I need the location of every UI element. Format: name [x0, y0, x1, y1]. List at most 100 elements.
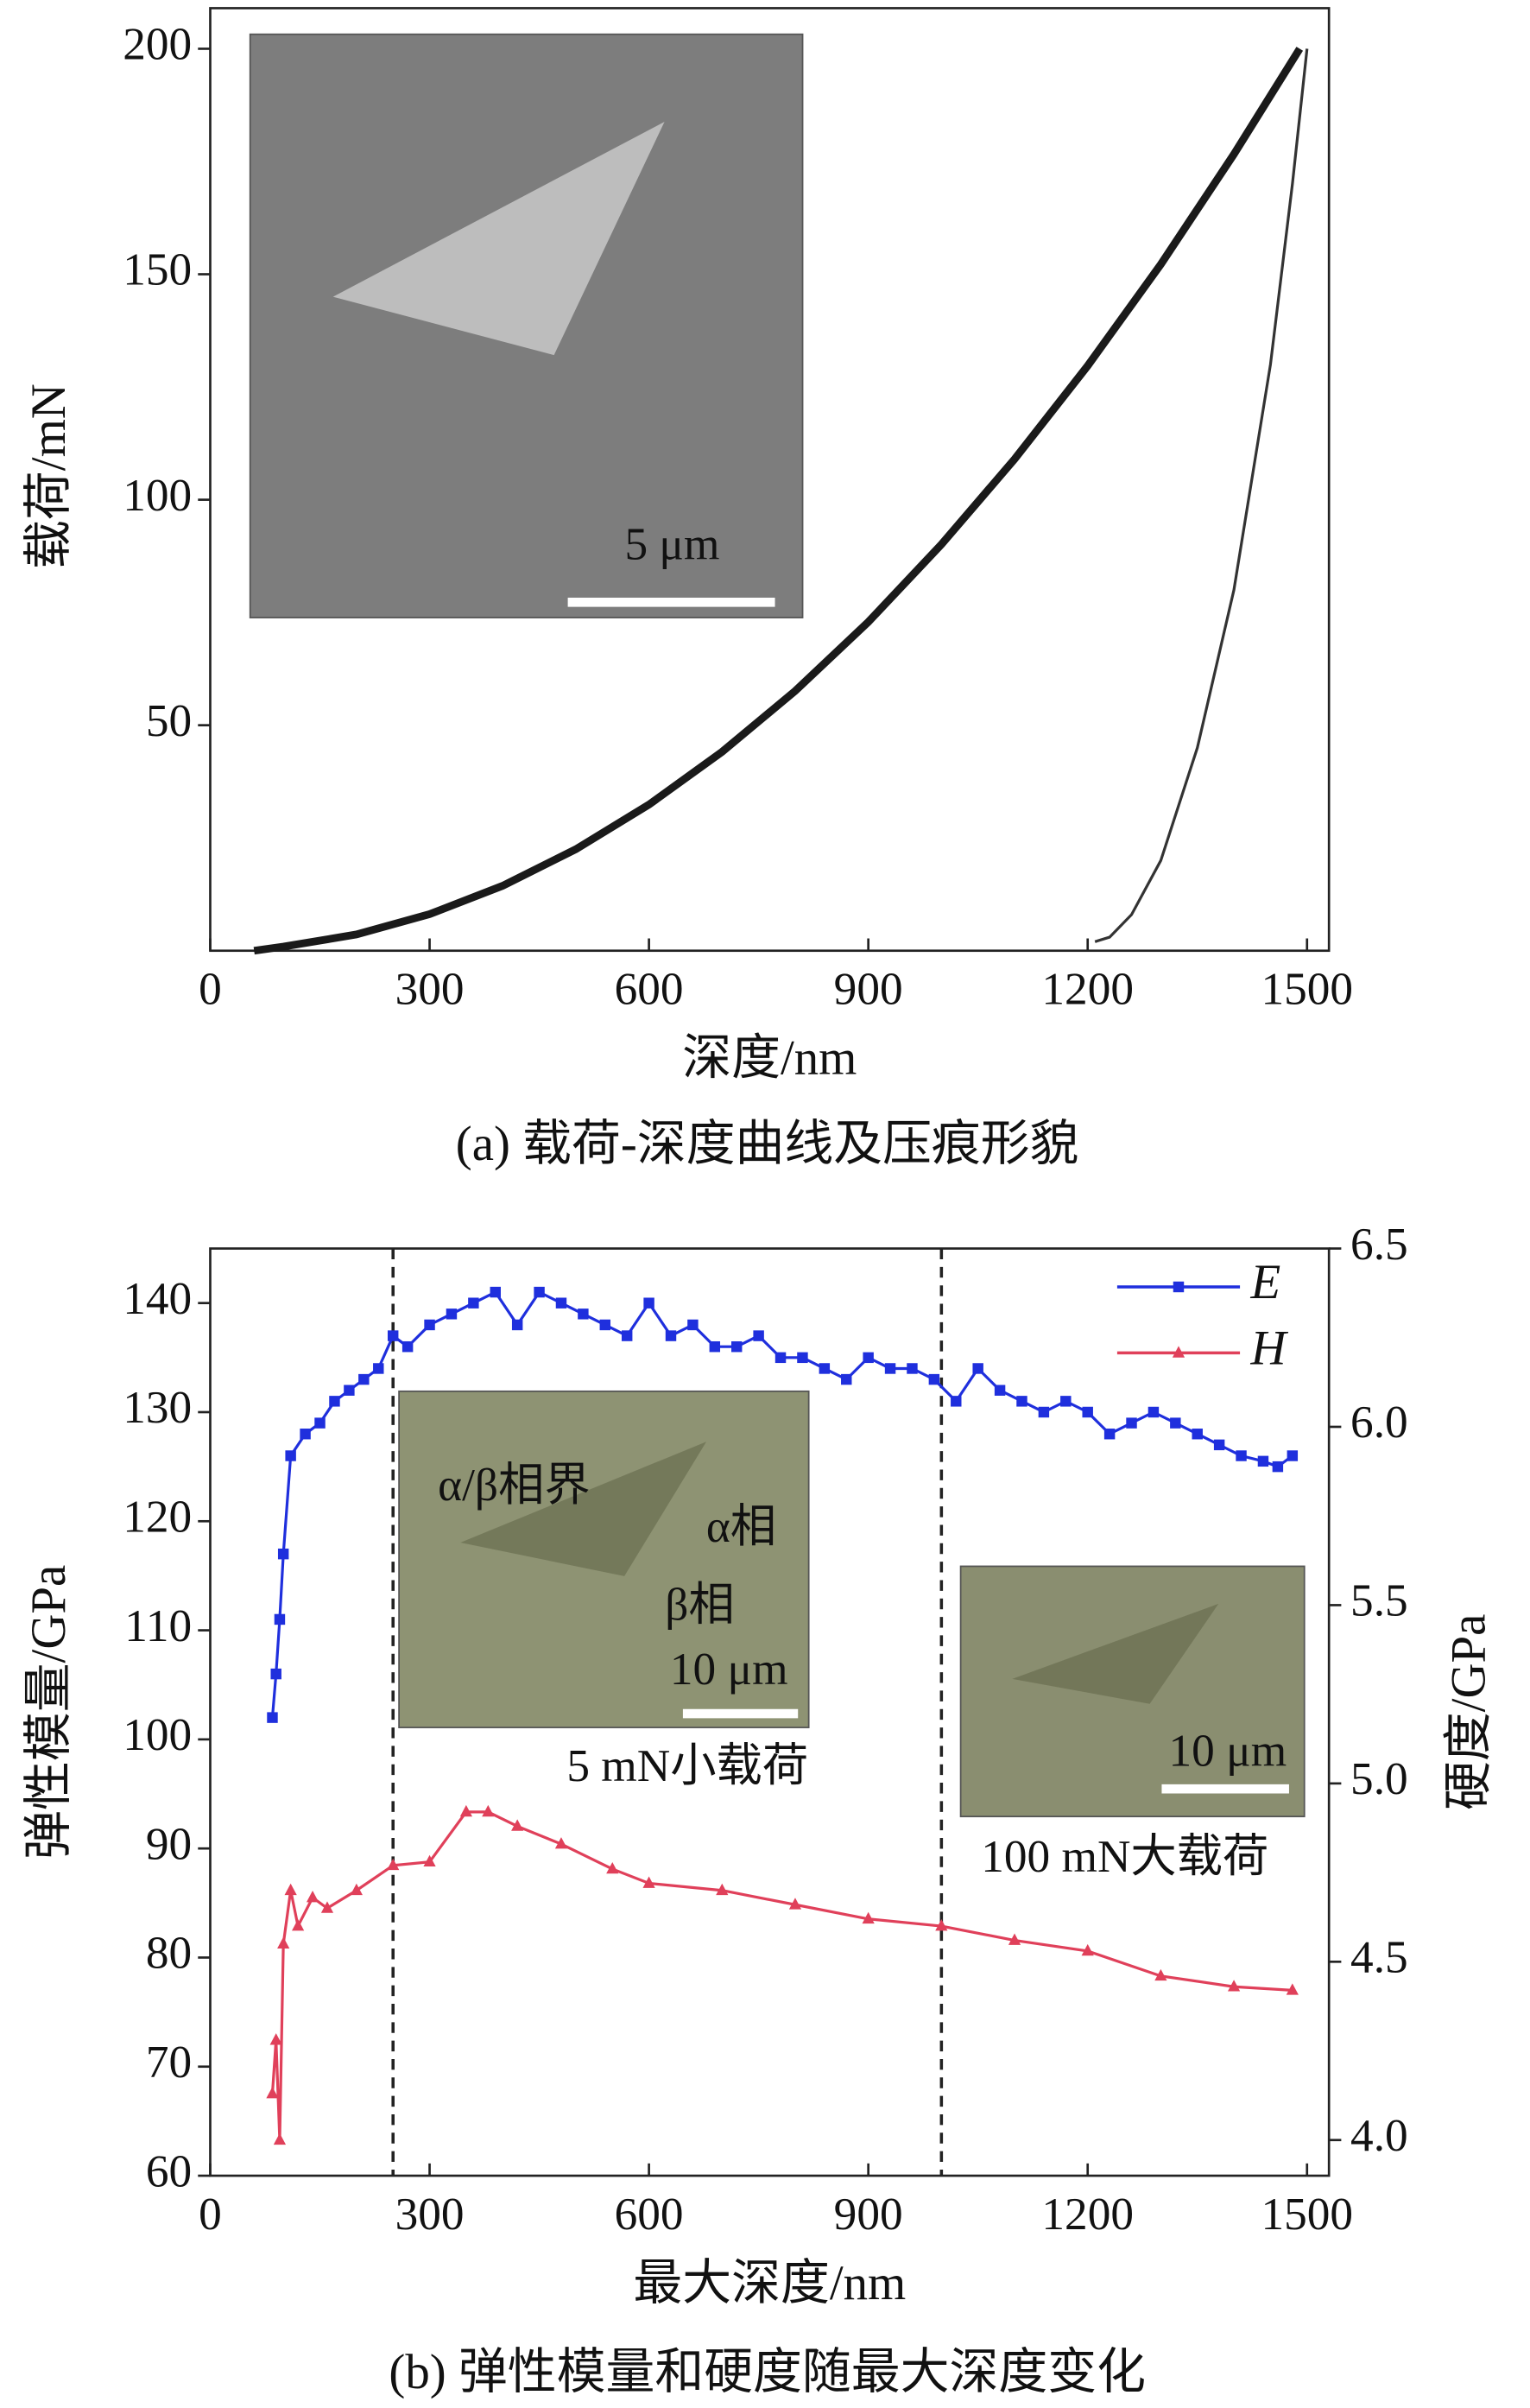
series-line [270, 1810, 1293, 2140]
data-point [459, 1804, 473, 1817]
x-tick-label: 900 [834, 963, 903, 1015]
data-point [468, 1297, 479, 1309]
data-point [1192, 1429, 1203, 1440]
caption: (b) 弹性模量和硬度随最大深度变化 [389, 2345, 1146, 2399]
data-point [1038, 1406, 1050, 1418]
data-point [951, 1396, 962, 1407]
data-point [358, 1373, 370, 1385]
x-tick-label: 300 [395, 963, 465, 1015]
legend-marker [1172, 1346, 1185, 1358]
y-tick-label: 90 [146, 1817, 192, 1869]
y-tick-label: 130 [123, 1381, 192, 1433]
data-point [344, 1385, 355, 1396]
data-point [300, 1429, 311, 1440]
data-point [1170, 1417, 1181, 1429]
legend-label: E [1250, 1255, 1281, 1309]
y2-tick-label: 6.0 [1350, 1396, 1408, 1448]
x-tick-label: 600 [615, 2188, 684, 2240]
data-point [907, 1363, 918, 1374]
data-point [599, 1319, 611, 1331]
y2-tick-label: 5.5 [1350, 1575, 1408, 1626]
data-point [788, 1898, 802, 1910]
legend-marker [1173, 1281, 1185, 1293]
data-point [266, 2087, 279, 2099]
x-tick-label: 1500 [1261, 963, 1353, 1015]
data-point [687, 1319, 699, 1331]
y-tick-label: 60 [146, 2145, 192, 2196]
annotation: α相 [706, 1500, 776, 1552]
data-point [606, 1861, 619, 1874]
inset-texture [460, 1442, 707, 1576]
x-tick-label: 1200 [1041, 963, 1134, 1015]
data-point [643, 1297, 654, 1309]
data-point [401, 1340, 414, 1353]
data-point [387, 1858, 400, 1871]
plot-frame [209, 1247, 1331, 2177]
data-point [373, 1363, 384, 1374]
x-tick-label: 1200 [1041, 2188, 1134, 2240]
y-tick-label: 120 [123, 1491, 192, 1543]
x-axis-label: 最大深度/nm [633, 2256, 906, 2310]
y-tick-label: 100 [123, 1708, 192, 1760]
data-point [1016, 1396, 1027, 1407]
y2-axis-label: 硬度/GPa [1441, 1614, 1495, 1810]
data-point [1286, 1983, 1299, 1995]
data-point [935, 1919, 948, 1931]
data-point [578, 1309, 589, 1320]
data-point [774, 1352, 787, 1364]
data-point [862, 1911, 875, 1924]
y-tick-label: 110 [124, 1600, 192, 1651]
data-point [490, 1286, 501, 1298]
data-point [716, 1883, 729, 1896]
data-point [884, 1363, 896, 1374]
y-tick-label: 140 [123, 1272, 192, 1324]
data-point [1008, 1933, 1021, 1945]
data-point [482, 1804, 495, 1817]
x-axis-label: 深度/nm [682, 1031, 857, 1086]
data-point [270, 1668, 281, 1680]
x-tick-label: 0 [199, 2188, 222, 2240]
data-point [1103, 1429, 1116, 1440]
x-tick-label: 300 [395, 2188, 465, 2240]
y2-tick-label: 4.5 [1350, 1931, 1408, 1983]
data-point [709, 1340, 721, 1353]
data-point [274, 1613, 286, 1625]
data-point [642, 1876, 655, 1888]
inset-texture [332, 121, 665, 356]
x-tick-label: 900 [834, 2188, 903, 2240]
data-point [1148, 1406, 1160, 1418]
data-point [863, 1352, 874, 1364]
data-point [753, 1330, 764, 1341]
data-point [1154, 1968, 1167, 1981]
x-tick-label: 1500 [1261, 2188, 1353, 2240]
series-line [1094, 48, 1309, 943]
data-point [314, 1417, 326, 1429]
data-point [284, 1883, 297, 1896]
data-point [994, 1385, 1006, 1396]
y-axis-label: 载荷/mN [22, 383, 76, 569]
data-point [1257, 1455, 1269, 1467]
data-point [555, 1297, 567, 1309]
annotation: β相 [665, 1578, 734, 1630]
annotation: 100 mN大载荷 [981, 1830, 1268, 1882]
y-tick-label: 150 [123, 244, 192, 295]
x-tick-label: 600 [615, 963, 684, 1015]
caption: (a) 载荷-深度曲线及压痕形貌 [456, 1117, 1079, 1171]
data-point [621, 1330, 633, 1341]
data-point [1213, 1439, 1225, 1451]
data-point [267, 1712, 278, 1723]
data-point [1126, 1417, 1137, 1429]
data-point [797, 1352, 808, 1364]
data-point [387, 1330, 399, 1341]
annotation: α/β相界 [438, 1459, 590, 1511]
data-point [1287, 1450, 1299, 1461]
y-tick-label: 100 [123, 469, 192, 521]
data-point [1060, 1396, 1072, 1407]
data-point [320, 1901, 334, 1913]
data-point [1236, 1450, 1247, 1461]
data-point [554, 1837, 568, 1849]
data-point [277, 1936, 290, 1949]
data-point [511, 1319, 523, 1331]
annotation: 5 mN小载荷 [566, 1739, 808, 1791]
